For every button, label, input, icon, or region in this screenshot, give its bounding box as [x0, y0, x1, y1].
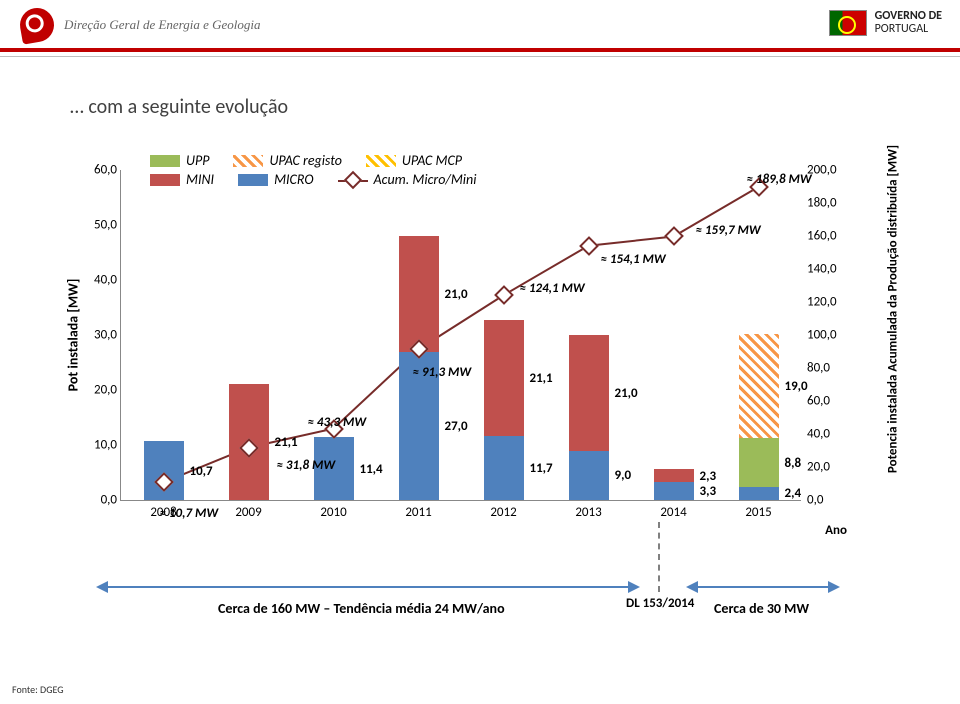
- seg-label: 9,0: [615, 468, 632, 483]
- seg-label: 21,0: [615, 386, 638, 401]
- seg-micro: [654, 482, 694, 500]
- dl-label: DL 153/2014: [626, 596, 694, 611]
- y2-axis-label: Potencia instalada Acumulada da Produção…: [886, 139, 901, 479]
- seg-label: 21,0: [445, 287, 468, 302]
- legend-upac-mcp: UPAC MCP: [366, 152, 462, 169]
- header-gray-rule: [0, 56, 960, 57]
- y2tick: 60,0: [807, 394, 851, 409]
- seg-upacr: [739, 334, 779, 439]
- bar-2015: 2,48,819,0: [739, 334, 779, 500]
- evolution-chart: UPP UPAC registo UPAC MCP MINI MICRO Acu…: [60, 160, 880, 560]
- cum-annot: ≈ 31,8 MW: [277, 458, 336, 473]
- y2tick: 100,0: [807, 328, 851, 343]
- cum-point: [664, 227, 684, 247]
- y2tick: 160,0: [807, 229, 851, 244]
- legend-upac-registo: UPAC registo: [233, 152, 341, 169]
- bar-2014: 3,32,3: [654, 469, 694, 500]
- y2tick: 140,0: [807, 262, 851, 277]
- gov-text: GOVERNO DE PORTUGAL: [875, 10, 942, 36]
- cum-annot: ≈ 124,1 MW: [520, 281, 585, 296]
- seg-label: 27,0: [445, 419, 468, 434]
- ytick: 30,0: [79, 328, 117, 343]
- footer-arrows: Cerca de 160 MW – Tendência média 24 MW/…: [78, 580, 858, 640]
- seg-label: 21,1: [530, 371, 553, 386]
- portugal-flag-icon: [829, 10, 867, 36]
- seg-label: 3,3: [700, 484, 717, 499]
- xtick: 2009: [235, 505, 261, 520]
- dgeg-name: Direção Geral de Energia e Geologia: [64, 17, 261, 33]
- seg-label: 21,1: [275, 435, 298, 450]
- header-red-rule: [0, 48, 960, 52]
- dgeg-logo: Direção Geral de Energia e Geologia: [20, 8, 261, 42]
- ytick: 20,0: [79, 383, 117, 398]
- seg-upp: [739, 438, 779, 486]
- y2tick: 20,0: [807, 460, 851, 475]
- cum-annot: ≈ 154,1 MW: [601, 252, 666, 267]
- gov-line2: PORTUGAL: [875, 23, 942, 36]
- divider-dl: [658, 522, 660, 592]
- seg-label: 11,7: [530, 461, 553, 476]
- seg-mini: [484, 320, 524, 436]
- seg-mini: [654, 469, 694, 482]
- cum-annot: ≈ 91,3 MW: [413, 365, 472, 380]
- y2tick: 40,0: [807, 427, 851, 442]
- seg-micro: [569, 451, 609, 501]
- seg-micro: [484, 436, 524, 500]
- xtick: 2012: [490, 505, 516, 520]
- slide-title: … com a seguinte evolução: [70, 95, 288, 119]
- cum-annot: ≈ 10,7 MW: [160, 506, 219, 521]
- bar-2013: 9,021,0: [569, 335, 609, 500]
- xtick: 2015: [745, 505, 771, 520]
- dgeg-icon: [17, 5, 56, 44]
- ytick: 50,0: [79, 218, 117, 233]
- seg-label: 8,8: [785, 456, 802, 471]
- seg-label: 19,0: [785, 379, 808, 394]
- y2tick: 120,0: [807, 295, 851, 310]
- cumulative-line: [121, 170, 801, 500]
- y2tick: 80,0: [807, 361, 851, 376]
- gov-logo: GOVERNO DE PORTUGAL: [829, 10, 942, 36]
- xtick: 2014: [660, 505, 686, 520]
- cum-annot: ≈ 189,8 MW: [747, 172, 812, 187]
- seg-label: 2,4: [785, 486, 802, 501]
- cum-point: [579, 236, 599, 256]
- arrow-left: [98, 586, 638, 588]
- source-label: Fonte: DGEG: [12, 683, 64, 696]
- ytick: 40,0: [79, 273, 117, 288]
- bar-2012: 11,721,1: [484, 320, 524, 500]
- y2tick: 200,0: [807, 163, 851, 178]
- xtick: 2010: [320, 505, 346, 520]
- ytick: 0,0: [79, 493, 117, 508]
- xtick: 2011: [405, 505, 431, 520]
- x-axis-label: Ano: [825, 523, 847, 538]
- arrow-left-label: Cerca de 160 MW – Tendência média 24 MW/…: [218, 600, 505, 617]
- legend-upp: UPP: [150, 152, 209, 169]
- arrow-right: [688, 586, 838, 588]
- plot-area: Pot instalada [MW] Potencia instalada Ac…: [120, 170, 801, 501]
- y2tick: 180,0: [807, 196, 851, 211]
- arrow-right-label: Cerca de 30 MW: [714, 600, 809, 617]
- xtick: 2013: [575, 505, 601, 520]
- seg-label: 10,7: [190, 464, 213, 479]
- ytick: 10,0: [79, 438, 117, 453]
- cum-annot: ≈ 159,7 MW: [696, 223, 761, 238]
- cum-annot: ≈ 43,3 MW: [308, 415, 367, 430]
- seg-mini: [399, 236, 439, 352]
- ytick: 60,0: [79, 163, 117, 178]
- seg-micro: [739, 487, 779, 500]
- page-header: Direção Geral de Energia e Geologia GOVE…: [0, 0, 960, 70]
- seg-label: 11,4: [360, 462, 383, 477]
- cum-point: [494, 285, 514, 305]
- seg-label: 2,3: [700, 469, 717, 484]
- y2tick: 0,0: [807, 493, 851, 508]
- seg-mini: [569, 335, 609, 451]
